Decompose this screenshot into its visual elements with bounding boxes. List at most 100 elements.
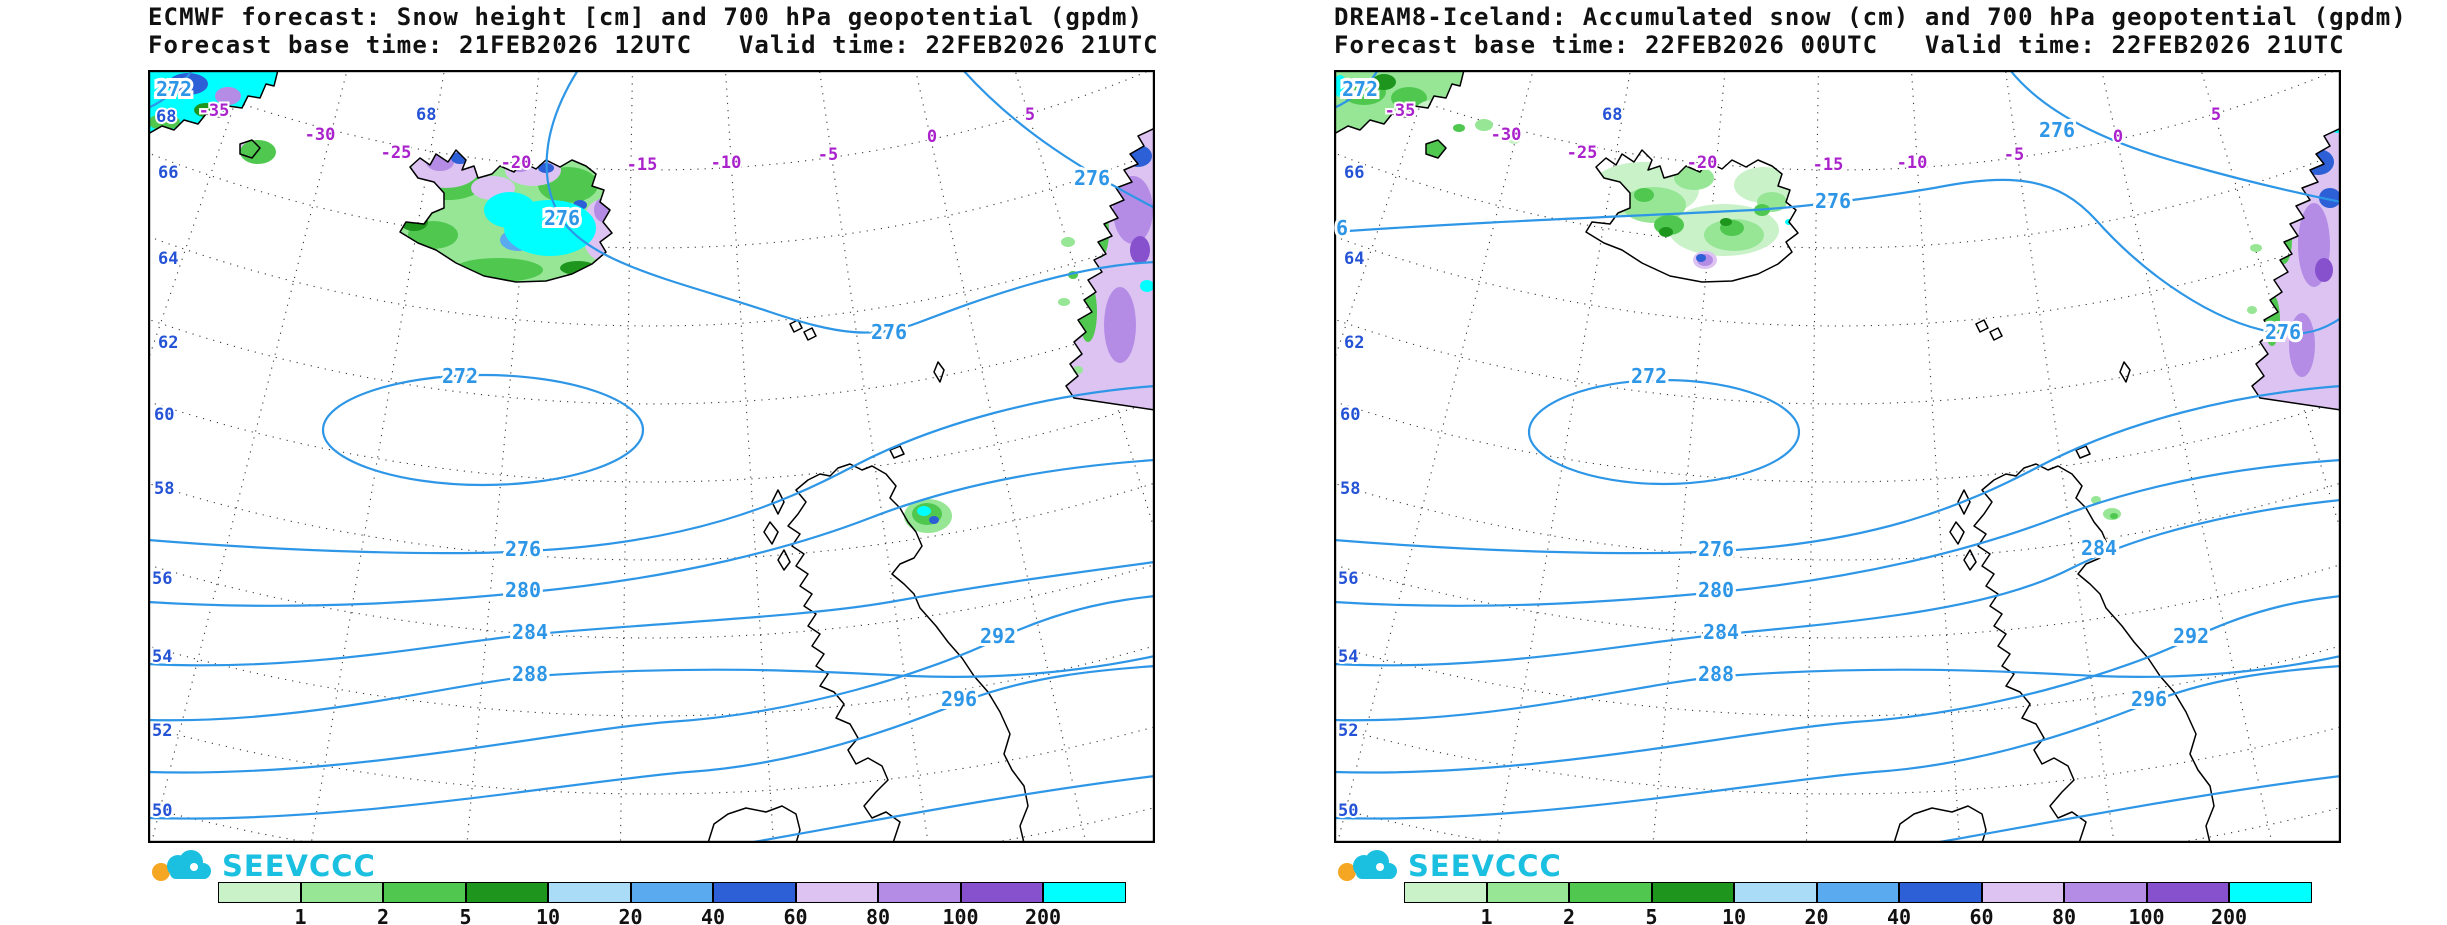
contour-label: 280 (1698, 578, 1734, 602)
contour-label: 284 (1703, 620, 1739, 644)
contour-label: 276 (1698, 537, 1734, 561)
logo-text: SEEVCCC (222, 849, 376, 883)
latitude-label: 64 (1344, 249, 1364, 269)
contour-lines (1334, 70, 2341, 843)
legend-color-box (713, 882, 796, 903)
legend-label: 10 (1721, 905, 1747, 925)
latitude-label: 58 (154, 479, 174, 499)
graticule (1334, 70, 2341, 843)
legend-color-box (878, 882, 961, 903)
contour-label: 276 (1815, 189, 1851, 213)
longitude-label: 5 (2211, 105, 2221, 125)
contour-label: 276 (871, 320, 907, 344)
forecast-map-ecmwf: 68 68 66 64 62 60 58 56 54 52 50 -35 -30 -25 -20 -15 -10… (148, 70, 1155, 843)
logo-text: SEEVCCC (1408, 849, 1562, 883)
latitude-label: 68 (416, 105, 436, 125)
panel-title: DREAM8-Iceland: Accumulated snow (cm) an… (1334, 3, 2407, 31)
legend-color-box (1734, 882, 1817, 903)
contour-label: 272 (1631, 364, 1667, 388)
seevccc-logo: SEEVCCC (148, 845, 376, 887)
legend-label: 60 (783, 905, 808, 925)
latitude-label: 50 (152, 801, 172, 821)
legend-label: 2 (376, 905, 390, 925)
longitude-label: -5 (818, 145, 838, 165)
contour-label: 272 (156, 77, 192, 101)
legend-label: 100 (2128, 905, 2165, 925)
coastlines (148, 70, 1155, 843)
legend-color-box (548, 882, 631, 903)
contour-label: 276 (544, 206, 580, 230)
legend-color-box (1899, 882, 1982, 903)
legend-label: 80 (2051, 905, 2077, 925)
longitude-label: -30 (305, 125, 336, 145)
legend-color-box (1981, 882, 2064, 903)
latitude-label: 68 (1602, 105, 1622, 125)
legend-color-box (300, 882, 383, 903)
contour-label: 288 (512, 662, 548, 686)
legend-label: 1 (294, 905, 307, 925)
contour-label: 292 (980, 624, 1016, 648)
latitude-label: 66 (158, 163, 178, 183)
longitude-label: -20 (501, 153, 532, 173)
legend-color-box (2146, 882, 2229, 903)
panel-subtitle: Forecast base time: 21FEB2026 12UTC Vali… (148, 31, 1159, 59)
contour-label: 288 (1698, 662, 1734, 686)
contour-label: 284 (512, 620, 548, 644)
longitude-label: -25 (1567, 143, 1598, 163)
legend-label: 5 (1645, 905, 1658, 925)
longitude-label: -20 (1687, 153, 1718, 173)
longitude-label: -35 (1385, 101, 1416, 121)
latitude-label: 56 (152, 569, 172, 589)
legend-label: 200 (2210, 905, 2248, 925)
legend-label: 200 (1024, 905, 1062, 925)
legend-color-box (1043, 882, 1126, 903)
contour-label: 6 (1336, 216, 1348, 240)
longitude-label: -15 (627, 155, 658, 175)
latitude-label: 68 (156, 107, 176, 127)
contour-label: 284 (2081, 536, 2117, 560)
contour-label: 292 (2173, 624, 2209, 648)
legend-color-box (2064, 882, 2147, 903)
longitude-label: -25 (381, 143, 412, 163)
legend-color-box (1404, 882, 1487, 903)
contour-lines (148, 70, 1155, 843)
graticule (148, 70, 1155, 843)
ecmwf-panel: ECMWF forecast: Snow height [cm] and 700… (148, 0, 1158, 925)
legend-label: 2 (1562, 905, 1576, 925)
legend-color-box (795, 882, 878, 903)
legend-label: 20 (1804, 905, 1829, 925)
legend-color-box (465, 882, 548, 903)
seevccc-logo: SEEVCCC (1334, 845, 1562, 887)
contour-label: 296 (2131, 687, 2167, 711)
legend-color-box (1816, 882, 1899, 903)
legend-color-box (630, 882, 713, 903)
legend-label: 100 (942, 905, 979, 925)
latitude-label: 62 (1344, 333, 1364, 353)
contour-label: 276 (505, 537, 541, 561)
latitude-label: 58 (1340, 479, 1360, 499)
longitude-label: -35 (199, 101, 230, 121)
contour-label: 296 (941, 687, 977, 711)
snow-shading (148, 70, 1155, 533)
contour-label: 276 (2039, 118, 2075, 142)
panel-subtitle: Forecast base time: 22FEB2026 00UTC Vali… (1334, 31, 2345, 59)
longitude-label: 0 (927, 127, 937, 147)
panel-title: ECMWF forecast: Snow height [cm] and 700… (148, 3, 1144, 31)
longitude-label: -30 (1491, 125, 1522, 145)
latitude-label: 60 (1340, 405, 1360, 425)
latitude-label: 52 (152, 721, 172, 741)
legend-label: 20 (618, 905, 643, 925)
legend-color-box (2229, 882, 2312, 903)
legend-label: 10 (535, 905, 561, 925)
cloud-icon (152, 850, 211, 881)
longitude-label: 5 (1025, 105, 1035, 125)
legend-label: 1 (1480, 905, 1493, 925)
legend-color-box (1486, 882, 1569, 903)
legend-label: 80 (865, 905, 891, 925)
legend-label: 40 (700, 905, 726, 925)
longitude-label: -15 (1813, 155, 1844, 175)
longitude-label: -10 (1897, 153, 1928, 173)
